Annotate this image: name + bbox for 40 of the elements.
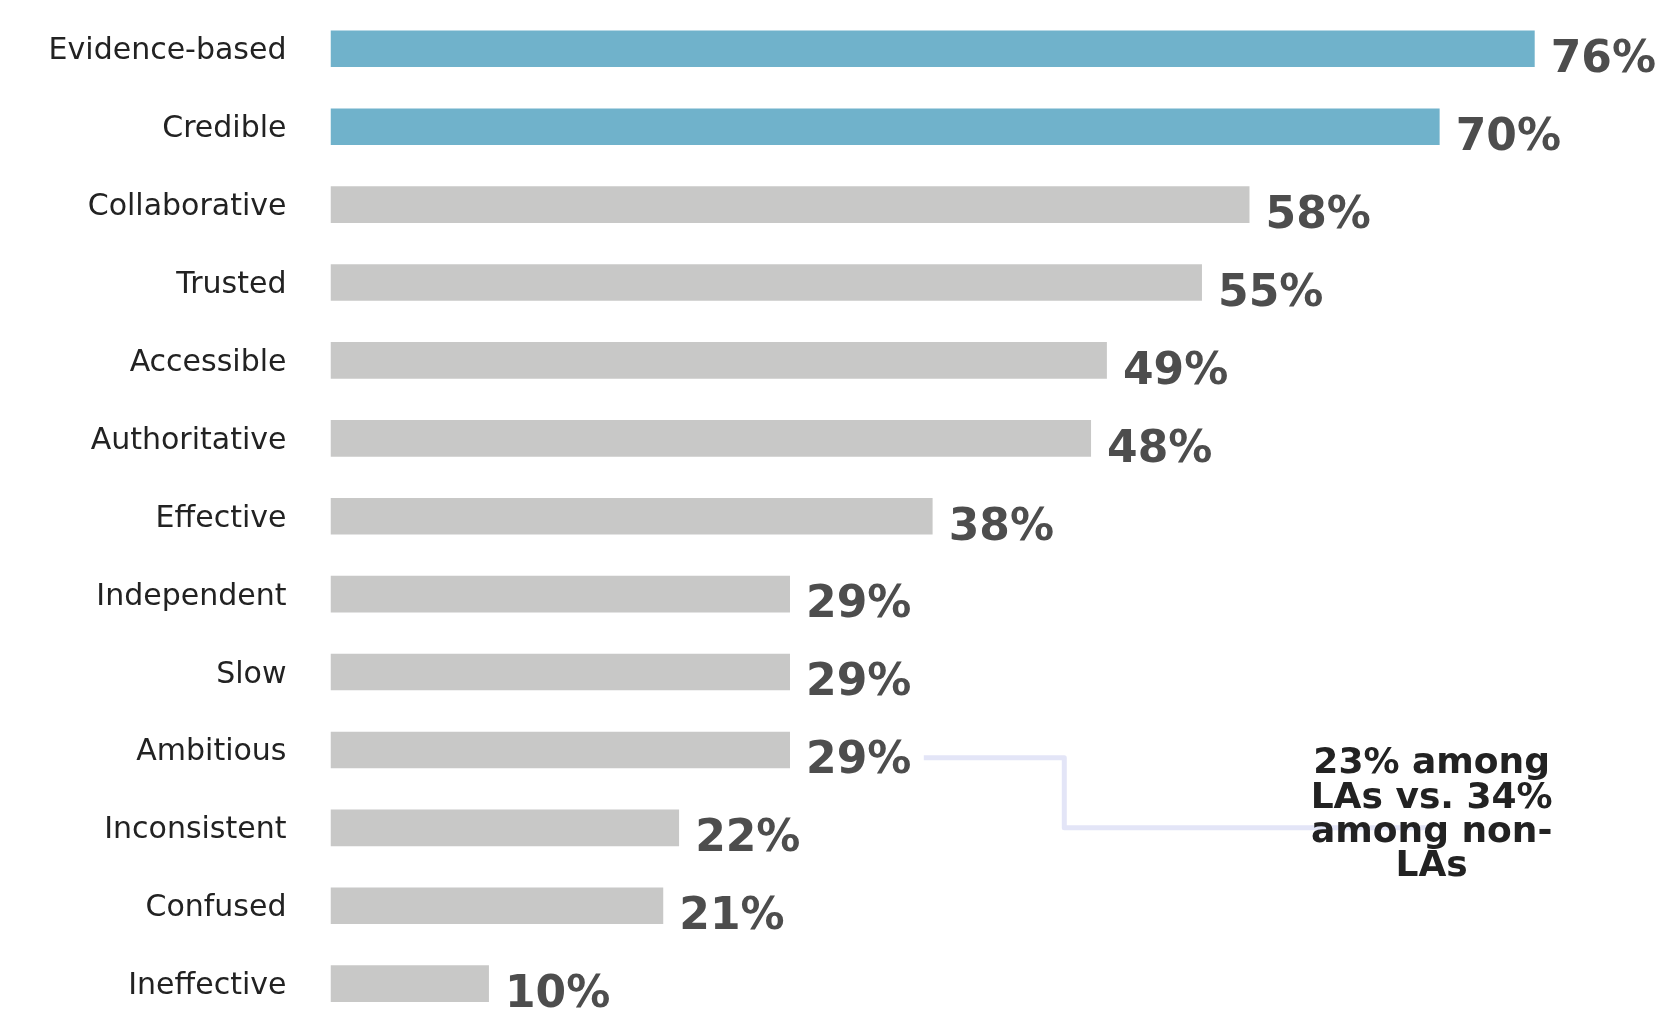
data-label: 55% — [1218, 264, 1324, 316]
data-label: 29% — [806, 732, 912, 784]
data-label: 29% — [806, 654, 912, 706]
data-label: 48% — [1107, 420, 1213, 472]
y-tick-label: Effective — [155, 498, 287, 534]
data-label: 70% — [1455, 109, 1562, 160]
bar — [330, 497, 933, 535]
data-label: 10% — [505, 965, 611, 1017]
y-tick-label: Credible — [162, 109, 287, 145]
bar — [330, 186, 1250, 223]
bar — [330, 965, 489, 1002]
bar — [330, 264, 1202, 301]
y-tick-label: Confused — [145, 888, 287, 924]
data-label: 58% — [1265, 186, 1371, 238]
y-tick-label: Trusted — [175, 265, 287, 301]
y-tick-label: Ambitious — [136, 732, 287, 768]
annotation: 23% among LAs vs. 34% among non-LAs — [1310, 740, 1553, 885]
y-tick-label: Accessible — [129, 342, 287, 378]
bar — [330, 30, 1535, 68]
data-label: 22% — [695, 810, 801, 862]
bar — [330, 420, 1092, 457]
data-label: 29% — [806, 576, 912, 628]
bar — [330, 342, 1107, 379]
bar — [330, 653, 790, 691]
y-tick-label: Authoritative — [90, 420, 287, 456]
data-label: 49% — [1122, 342, 1229, 394]
y-tick-label: Slow — [216, 654, 287, 690]
y-tick-label: Inconsistent — [104, 810, 287, 846]
bar — [330, 731, 790, 769]
bar — [330, 108, 1440, 146]
y-tick-label: Evidence-based — [48, 31, 287, 67]
data-label: 21% — [679, 888, 785, 940]
data-label: 76% — [1550, 31, 1657, 83]
bar — [330, 575, 790, 613]
bar — [330, 887, 664, 925]
y-tick-label: Ineffective — [128, 966, 287, 1002]
data-label: 38% — [948, 498, 1054, 550]
bar — [330, 809, 680, 847]
y-tick-label: Collaborative — [87, 187, 287, 223]
y-tick-label: Independent — [96, 576, 287, 612]
